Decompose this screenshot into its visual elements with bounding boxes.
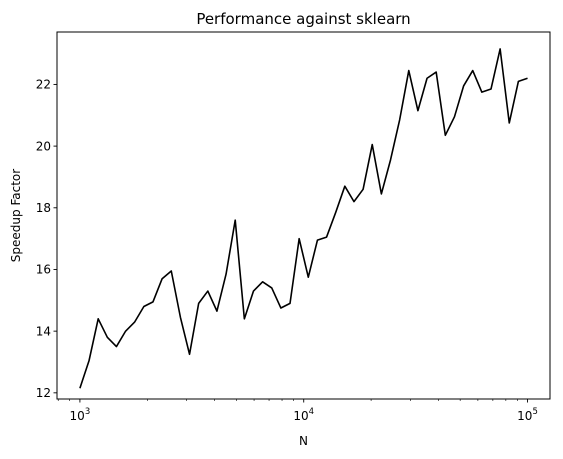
y-tick-label: 16 (36, 263, 51, 277)
plot-frame (56, 31, 551, 400)
y-tick-label: 18 (36, 201, 51, 215)
y-tick-label: 12 (36, 386, 51, 400)
chart-title: Performance against sklearn (196, 10, 410, 28)
x-tick-label: 104 (293, 407, 314, 423)
plot-area: 12 14 16 18 20 22 103 104 105 (36, 48, 538, 423)
y-tick-label: 14 (36, 324, 51, 338)
x-axis-label: N (299, 434, 308, 448)
y-tick-label: 22 (36, 78, 51, 92)
y-axis-label: Speedup Factor (9, 169, 23, 262)
y-tick-label: 20 (36, 139, 51, 153)
x-tick-label: 103 (70, 407, 91, 423)
series-line-0 (79, 48, 528, 389)
x-tick-label: 105 (517, 407, 538, 423)
